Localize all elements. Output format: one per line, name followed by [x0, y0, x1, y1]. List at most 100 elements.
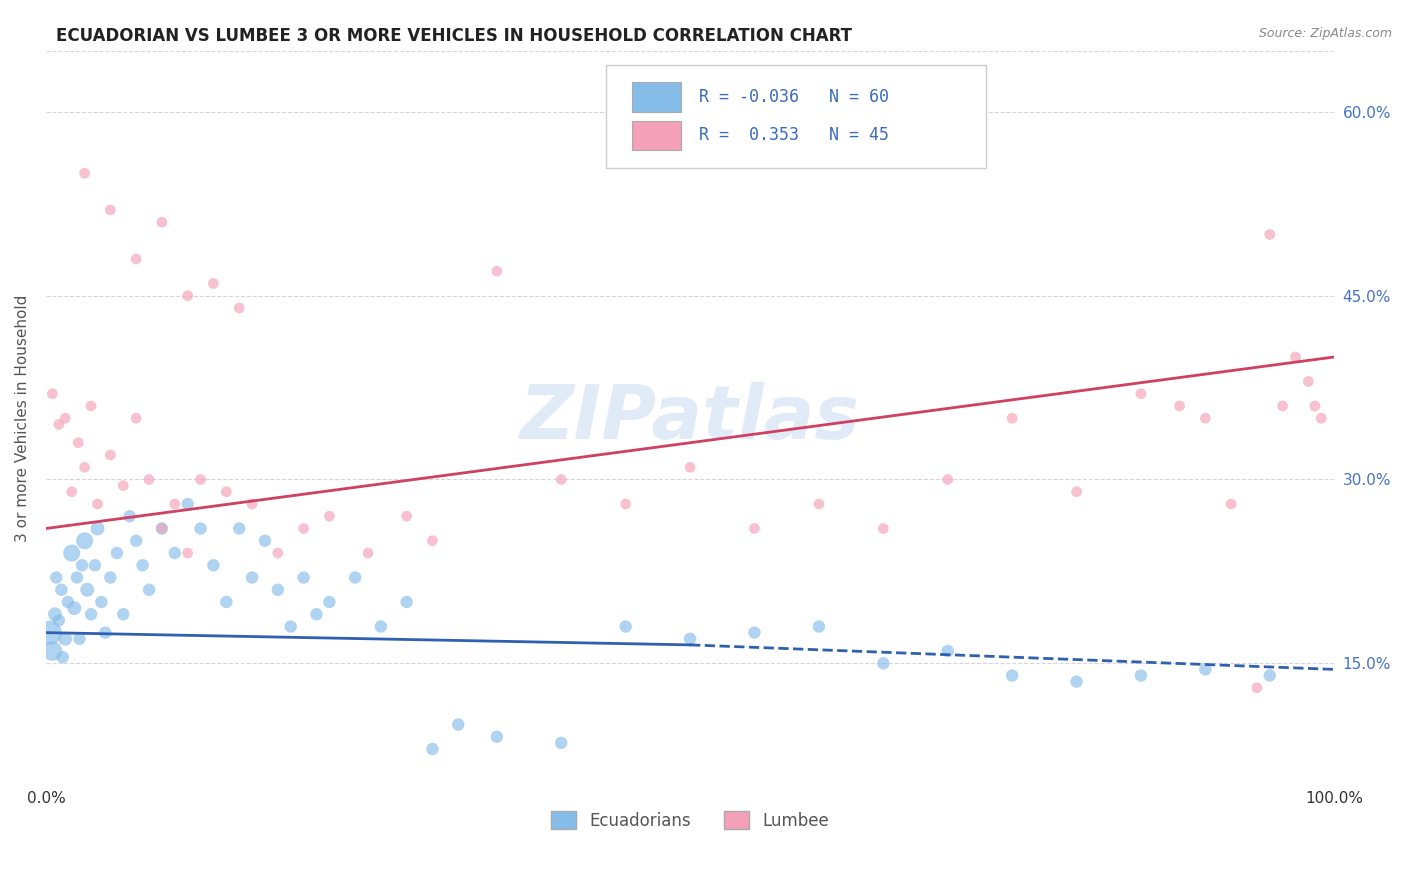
Point [138, 473, 160, 487]
Text: Source: ZipAtlas.com: Source: ZipAtlas.com [1258, 27, 1392, 40]
Point [150, 521, 173, 535]
Point [1258, 668, 1281, 682]
Point [56, 595, 79, 609]
Point [267, 546, 290, 560]
Point [69, 632, 91, 646]
Point [1066, 484, 1088, 499]
Point [73, 460, 96, 475]
Point [422, 742, 444, 756]
Point [395, 509, 418, 524]
Point [1284, 350, 1306, 364]
Point [48, 417, 70, 432]
Point [176, 497, 198, 511]
Point [807, 497, 830, 511]
Point [100, 448, 122, 462]
Point [318, 595, 340, 609]
Point [292, 570, 315, 584]
Point [292, 521, 315, 535]
Point [1168, 399, 1191, 413]
Point [936, 644, 959, 658]
Text: R = -0.036   N = 60: R = -0.036 N = 60 [699, 88, 889, 106]
Point [447, 717, 470, 731]
Y-axis label: 3 or more Vehicles in Household: 3 or more Vehicles in Household [15, 294, 30, 542]
Point [94, 625, 117, 640]
Point [1066, 674, 1088, 689]
Point [318, 509, 340, 524]
Point [63, 601, 86, 615]
Point [38, 625, 60, 640]
Point [190, 521, 212, 535]
Point [53, 632, 76, 646]
Point [485, 730, 508, 744]
Point [422, 533, 444, 548]
Point [215, 595, 238, 609]
Point [872, 521, 894, 535]
Point [131, 558, 153, 573]
Point [66, 570, 89, 584]
Point [1220, 497, 1243, 511]
Point [744, 625, 766, 640]
Point [253, 533, 276, 548]
Point [1271, 399, 1294, 413]
Point [744, 521, 766, 535]
Point [84, 558, 107, 573]
Text: ECUADORIAN VS LUMBEE 3 OR MORE VEHICLES IN HOUSEHOLD CORRELATION CHART: ECUADORIAN VS LUMBEE 3 OR MORE VEHICLES … [56, 27, 852, 45]
Point [1001, 668, 1024, 682]
Point [86, 497, 108, 511]
Point [100, 570, 122, 584]
Point [163, 497, 186, 511]
Point [1258, 227, 1281, 242]
Point [150, 215, 173, 229]
Point [51, 582, 73, 597]
Point [190, 473, 212, 487]
Point [60, 546, 83, 560]
Point [228, 301, 250, 315]
Point [176, 289, 198, 303]
Point [1310, 411, 1333, 425]
Point [395, 595, 418, 609]
Point [52, 650, 75, 665]
Point [550, 473, 572, 487]
Point [150, 521, 173, 535]
Point [163, 546, 186, 560]
Point [1194, 411, 1216, 425]
Point [80, 399, 103, 413]
Point [73, 166, 96, 180]
Point [125, 411, 148, 425]
Point [240, 570, 263, 584]
Point [215, 484, 238, 499]
Point [344, 570, 367, 584]
Point [280, 619, 302, 633]
Point [370, 619, 392, 633]
Point [1194, 662, 1216, 676]
Point [125, 252, 148, 266]
Point [125, 533, 148, 548]
Text: ZIPatlas: ZIPatlas [520, 382, 860, 455]
Point [118, 509, 141, 524]
Point [100, 202, 122, 217]
Point [614, 497, 637, 511]
Point [67, 435, 90, 450]
Legend: Ecuadorians, Lumbee: Ecuadorians, Lumbee [544, 805, 837, 837]
Point [267, 582, 290, 597]
Point [41, 644, 63, 658]
Point [76, 582, 98, 597]
Point [138, 582, 160, 597]
Point [936, 473, 959, 487]
Point [1129, 386, 1152, 401]
Point [1298, 375, 1320, 389]
Point [44, 607, 66, 622]
Point [73, 533, 96, 548]
Point [1129, 668, 1152, 682]
Point [80, 607, 103, 622]
Point [105, 546, 128, 560]
Point [45, 570, 67, 584]
Text: R =  0.353   N = 45: R = 0.353 N = 45 [699, 126, 889, 145]
Point [202, 558, 225, 573]
Point [872, 657, 894, 671]
FancyBboxPatch shape [606, 65, 987, 169]
Point [90, 595, 112, 609]
Point [202, 277, 225, 291]
Point [1303, 399, 1326, 413]
Point [41, 386, 63, 401]
